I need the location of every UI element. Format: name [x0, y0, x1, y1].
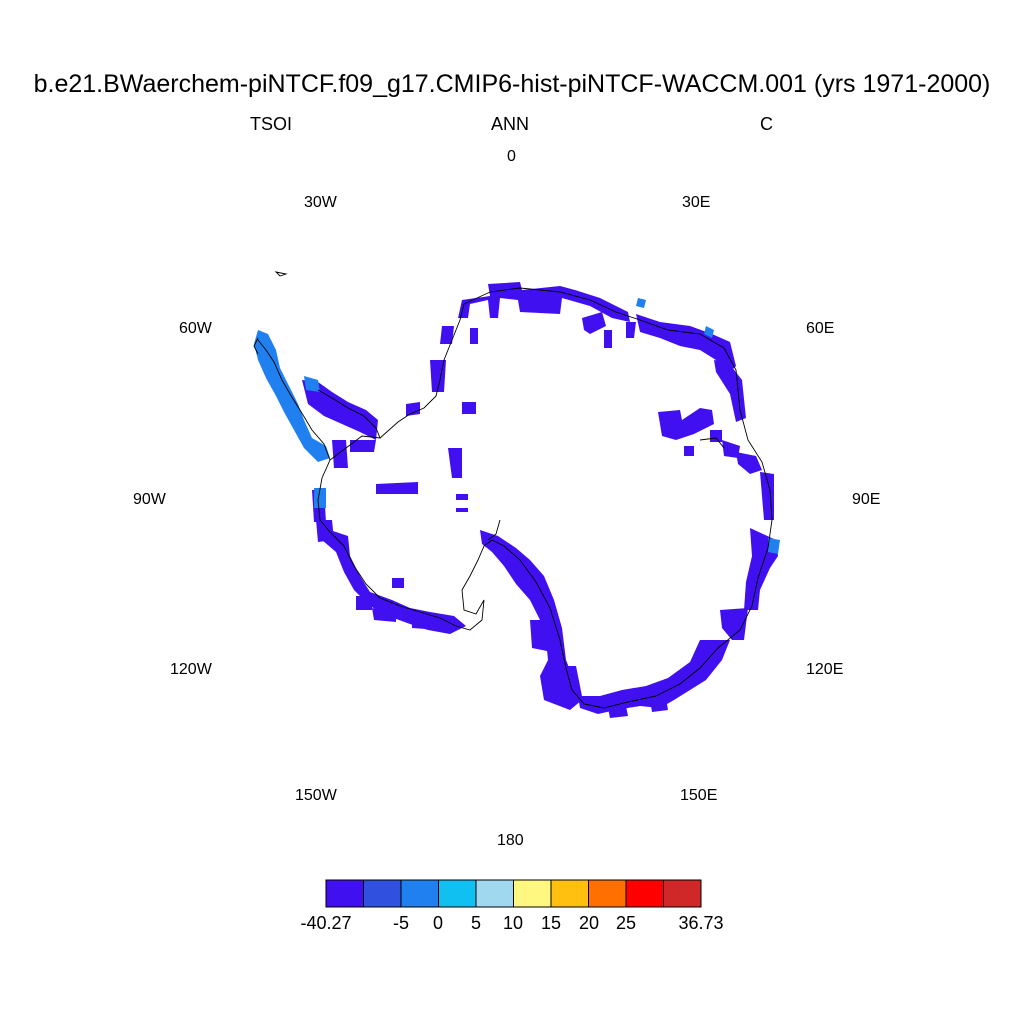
colorbar-tick-label: 15 [540, 913, 562, 933]
lon-label-60w: 60W [179, 320, 212, 337]
colorbar-swatch [625, 879, 664, 908]
colorbar-swatch [663, 879, 702, 908]
lon-label-90w: 90W [133, 491, 166, 508]
lon-label-180: 180 [497, 832, 524, 849]
lon-label-60e: 60E [806, 320, 835, 337]
colorbar-swatch [325, 879, 364, 908]
peninsula-data-fill [254, 298, 780, 554]
colorbar-tick-label: 0 [432, 913, 444, 933]
colorbar-tick-label: 5 [470, 913, 482, 933]
lon-label-150w: 150W [295, 787, 337, 804]
colorbar-tick-label: 10 [502, 913, 524, 933]
coastline [253, 271, 773, 709]
colorbar-tick-label: 20 [578, 913, 600, 933]
lon-label-0: 0 [507, 148, 516, 165]
lon-label-150e: 150E [680, 787, 718, 804]
colorbar-min-label: -40.27 [300, 913, 352, 933]
colorbar-max-label: 36.73 [678, 913, 724, 933]
colorbar-swatch [400, 879, 439, 908]
colorbar-tick-label: 25 [615, 913, 637, 933]
colorbar-swatch [513, 879, 552, 908]
lon-label-120w: 120W [170, 661, 212, 678]
colorbar-tick-label: -5 [392, 913, 410, 933]
colorbar-swatch [438, 879, 477, 908]
lon-label-90e: 90E [852, 491, 881, 508]
lon-label-120e: 120E [806, 661, 844, 678]
units-label: C [760, 114, 773, 134]
colorbar-swatch [475, 879, 514, 908]
plot-title: b.e21.BWaerchem-piNTCF.f09_g17.CMIP6-his… [33, 70, 991, 98]
colorbar-swatch [550, 879, 589, 908]
lon-label-30e: 30E [682, 194, 711, 211]
colorbar-swatch [363, 879, 402, 908]
lon-label-30w: 30W [304, 194, 337, 211]
season-label: ANN [491, 114, 530, 134]
variable-label: TSOI [250, 114, 293, 134]
colorbar-swatch [588, 879, 627, 908]
